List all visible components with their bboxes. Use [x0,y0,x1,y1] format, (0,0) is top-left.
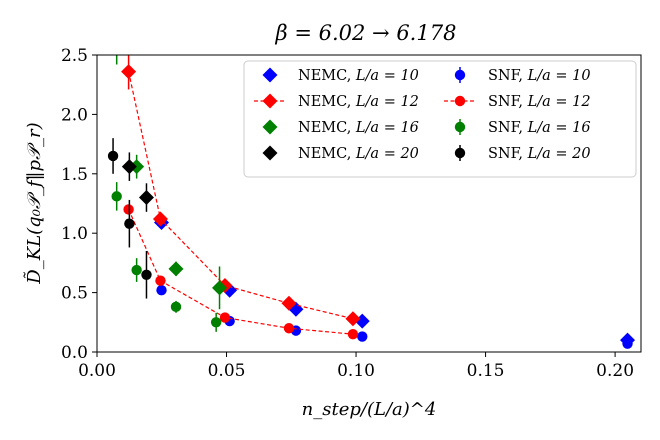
legend-entry: SNF, L/a = 12 [444,94,591,110]
legend-label-size: L/a = 12 [355,94,419,110]
legend-label-size: L/a = 10 [527,68,591,84]
legend-label-size: L/a = 16 [355,120,419,136]
legend-entry: NEMC, L/a = 16 [262,119,419,136]
legend-marker [262,93,278,109]
legend-label: SNF, L/a = 12 [488,94,591,110]
x-tick-label: 0.20 [596,361,634,381]
diamond-point [121,159,137,175]
x-tick-label: 0.10 [337,361,375,381]
circle-point [124,218,135,229]
y-tick-label: 2.5 [61,46,88,66]
legend-marker [454,95,466,107]
legend-marker [454,121,466,133]
series-3 [121,152,154,212]
legend-label-main: SNF, [488,68,528,84]
legend-marker [454,147,466,159]
legend-label-main: SNF, [488,146,528,162]
x-tick-label: 0.15 [467,361,505,381]
x-axis-title: n_step/(L/a)^4 [302,399,437,420]
legend-entry: NEMC, L/a = 12 [254,93,419,110]
diamond-point [109,33,124,48]
legend-label: NEMC, L/a = 20 [298,146,419,162]
circle-point [123,204,134,215]
legend-marker [262,145,278,161]
series-6 [111,182,222,332]
legend-label: SNF, L/a = 10 [488,68,591,84]
chart-title: β = 6.02 → 6.178 [275,21,457,45]
legend-entry: SNF, L/a = 10 [454,67,591,84]
axes: 0.00 0.05 0.10 0.15 0.20 0.0 0.5 1.0 1.5 2.0 2.5 [61,46,634,381]
diamond-point [281,295,297,311]
y-tick-label: 1.5 [61,165,88,185]
diamond-point [138,190,154,206]
y-tick-label: 0.5 [61,284,88,304]
circle-point [219,312,231,323]
x-tick-label: 0.00 [78,361,116,381]
legend-label-main: NEMC, [298,120,356,136]
legend-entry: NEMC, L/a = 20 [262,145,419,162]
diamond-point [345,311,361,327]
circle-point [283,323,295,334]
x-tick-label: 0.05 [208,361,246,381]
legend-label-size: L/a = 16 [527,120,591,136]
legend-label: NEMC, L/a = 10 [298,68,419,84]
legend-box [243,60,637,178]
circle-point [210,317,222,328]
diamond-point [168,261,184,277]
legend-label-main: NEMC, [298,94,356,110]
legend-entry: SNF, L/a = 20 [454,145,591,162]
circle-point [170,301,182,313]
y-tick-label: 0.0 [61,343,88,363]
circle-point [155,275,166,286]
circle-point [156,285,167,296]
legend-label-size: L/a = 20 [355,146,419,162]
diamond-point [121,64,137,80]
legend-label-main: NEMC, [298,68,356,84]
legend-entry: NEMC, L/a = 10 [262,67,419,84]
circle-point [357,331,368,342]
y-tick-label: 1.0 [61,224,88,244]
plot-frame [96,54,642,353]
legend-entry: SNF, L/a = 16 [454,119,591,136]
legend-marker [262,67,278,83]
legend-label-main: NEMC, [298,146,356,162]
circle-point [347,328,359,340]
legend-marker [262,119,278,135]
legend-label-main: SNF, [488,120,528,136]
legend-label-size: L/a = 20 [527,146,591,162]
legend-label: NEMC, L/a = 12 [298,94,419,110]
legend-label: SNF, L/a = 20 [488,146,591,162]
legend-label-size: L/a = 12 [527,94,591,110]
y-tick-label: 2.0 [61,105,88,125]
series-5 [123,204,359,340]
legend-label: NEMC, L/a = 16 [298,120,419,136]
legend-label-size: L/a = 10 [355,68,419,84]
circle-point [622,338,633,349]
plot-marks [107,33,636,349]
series-7 [107,138,152,299]
circle-point [131,264,142,276]
legend-label-main: SNF, [488,94,528,110]
legend-label: SNF, L/a = 16 [488,120,591,136]
diamond-point [152,211,168,227]
circle-point [141,269,152,280]
y-axis-title: D̃_KL(q₀𝒫_f‖p𝒫_r) [23,122,45,284]
legend-marker [454,69,466,81]
circle-point [111,191,122,202]
circle-point [107,150,119,162]
diamond-point [212,280,228,296]
